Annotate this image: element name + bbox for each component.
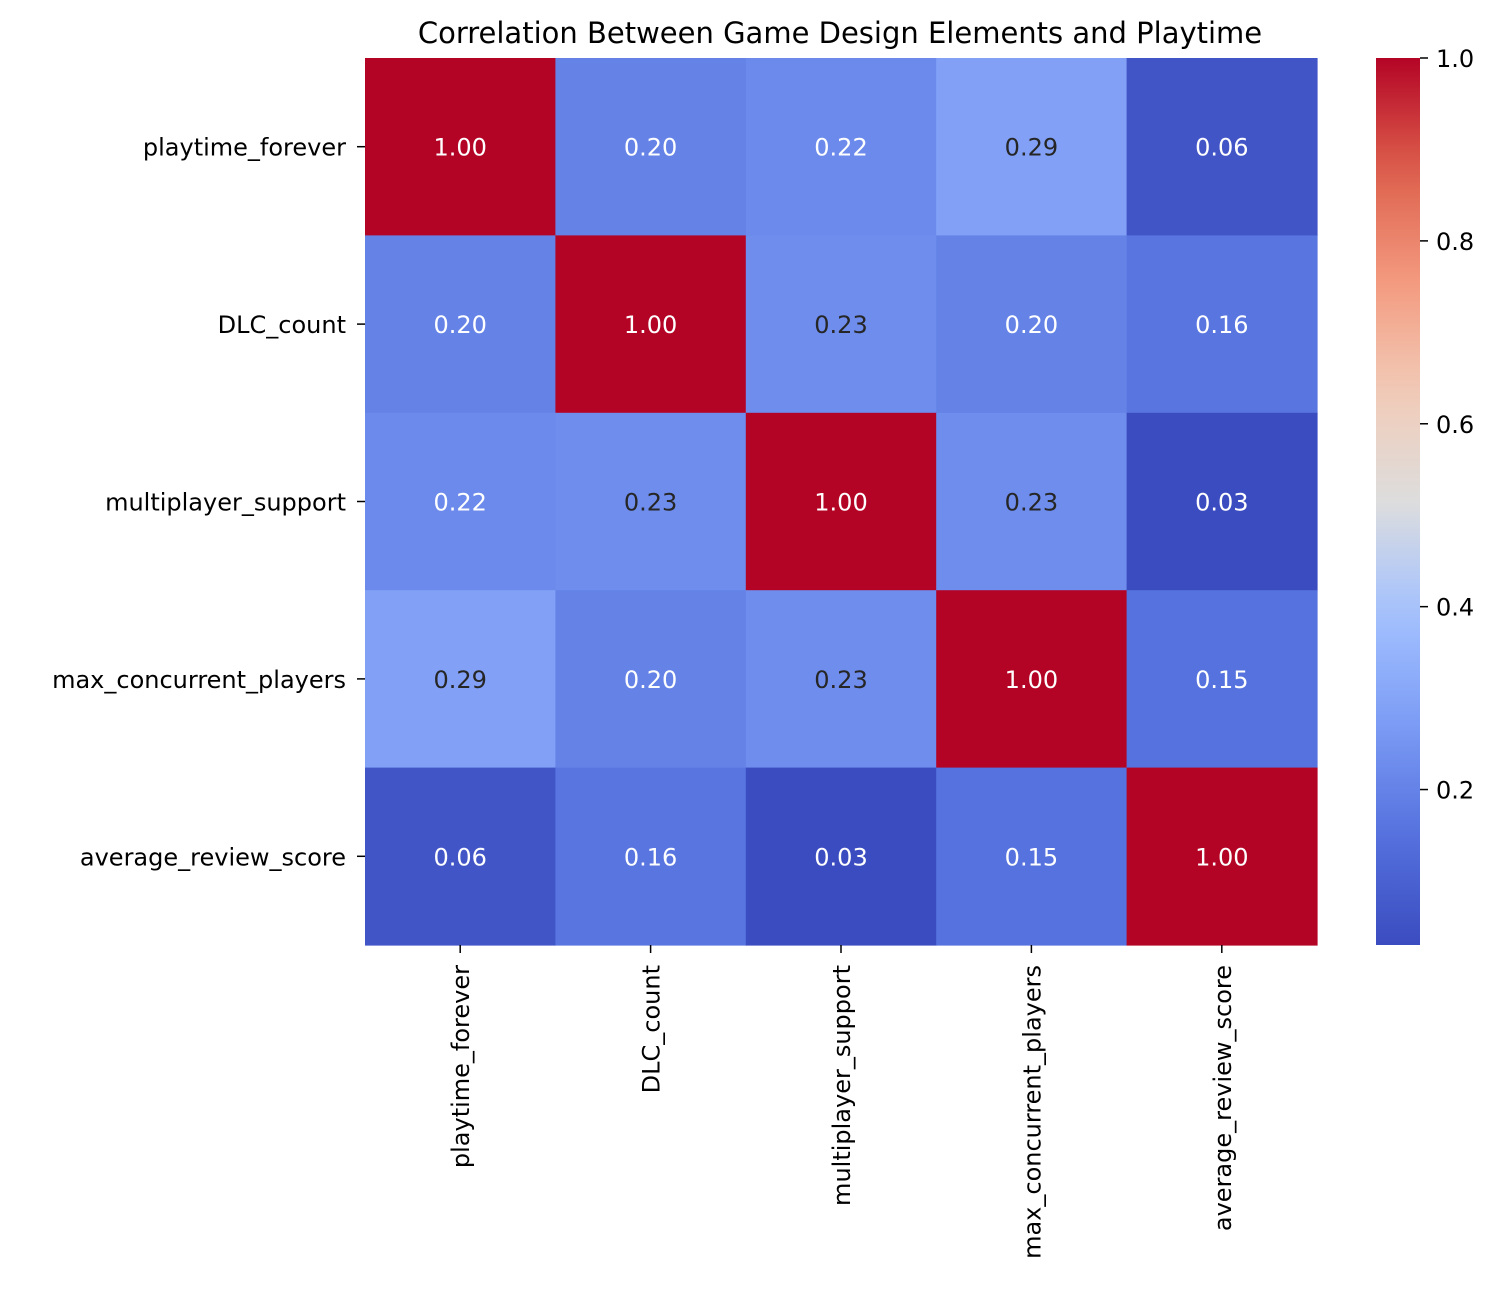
cell-value-label: 0.03 xyxy=(1195,489,1248,517)
cell-value-label: 0.20 xyxy=(624,666,677,694)
y-tick-label: DLC_count xyxy=(218,311,346,339)
heatmap-cell xyxy=(936,58,1128,236)
cell-value-label: 0.06 xyxy=(433,843,486,871)
cell-value-label: 1.00 xyxy=(1005,666,1058,694)
heatmap-cells: 1.00 0.20 0.22 0.29 0.06 0.20 1.00 0.23 0.20 0.16… xyxy=(365,58,1318,946)
y-tick-label: average_review_score xyxy=(80,843,346,871)
heatmap-cell xyxy=(745,767,937,946)
colorbar-tick-label: 1.0 xyxy=(1436,45,1474,73)
colorbar-tick-label: 0.2 xyxy=(1436,777,1474,805)
heatmap-cell xyxy=(365,58,556,236)
cell-value-label: 0.29 xyxy=(1005,134,1058,162)
heatmap-cell xyxy=(936,767,1128,946)
cell-value-label: 0.23 xyxy=(814,311,867,339)
heatmap-cell xyxy=(555,412,747,591)
heatmap-cell xyxy=(745,412,937,591)
cell-value-label: 0.23 xyxy=(624,489,677,517)
heatmap-cell xyxy=(1126,590,1318,769)
heatmap-cell xyxy=(365,235,556,414)
x-tick-label: playtime_forever xyxy=(447,965,475,1168)
heatmap-cell xyxy=(555,590,747,769)
cell-value-label: 0.20 xyxy=(433,311,486,339)
heatmap-cell xyxy=(1126,767,1318,946)
colorbar-gradient xyxy=(1376,58,1420,945)
heatmap-cell xyxy=(365,590,556,769)
cell-value-label: 0.20 xyxy=(1005,311,1058,339)
heatmap-cell xyxy=(745,235,937,414)
cell-value-label: 1.00 xyxy=(624,311,677,339)
heatmap-cell xyxy=(936,235,1128,414)
cell-value-label: 0.20 xyxy=(624,134,677,162)
chart-title: Correlation Between Game Design Elements… xyxy=(418,16,1262,50)
heatmap-cell xyxy=(555,58,747,236)
x-tick-label: DLC_count xyxy=(638,965,666,1093)
cell-value-label: 0.15 xyxy=(1005,843,1058,871)
heatmap-cell xyxy=(936,590,1128,769)
cell-value-label: 0.29 xyxy=(433,666,486,694)
cell-value-label: 0.22 xyxy=(433,489,486,517)
y-tick-label: multiplayer_support xyxy=(105,489,346,517)
heatmap-cell xyxy=(555,767,747,946)
cell-value-label: 0.15 xyxy=(1195,666,1248,694)
cell-value-label: 0.23 xyxy=(1005,489,1058,517)
y-axis-labels: playtime_forever DLC_count multiplayer_sup… xyxy=(52,134,365,871)
y-tick-label: playtime_forever xyxy=(143,134,346,162)
cell-value-label: 0.23 xyxy=(814,666,867,694)
heatmap-cell xyxy=(365,412,556,591)
colorbar: 0.2 0.4 0.6 0.8 1.0 xyxy=(1376,45,1474,945)
heatmap-cell xyxy=(555,235,747,414)
heatmap-cell xyxy=(1126,412,1318,591)
heatmap-cell xyxy=(1126,235,1318,414)
x-tick-label: average_review_score xyxy=(1209,965,1237,1231)
cell-value-label: 0.22 xyxy=(814,134,867,162)
y-tick-label: max_concurrent_players xyxy=(52,666,346,694)
heatmap-cell xyxy=(936,412,1128,591)
cell-value-label: 0.16 xyxy=(1195,311,1248,339)
colorbar-tick-label: 0.6 xyxy=(1436,411,1474,439)
cell-value-label: 0.03 xyxy=(814,843,867,871)
cell-value-label: 1.00 xyxy=(814,489,867,517)
x-axis-labels: playtime_forever DLC_count multiplayer_sup… xyxy=(447,945,1237,1259)
heatmap-cell xyxy=(365,767,556,946)
cell-value-label: 0.16 xyxy=(624,843,677,871)
x-tick-label: multiplayer_support xyxy=(828,965,856,1206)
x-tick-label: max_concurrent_players xyxy=(1018,965,1046,1259)
heatmap-cell xyxy=(1126,58,1318,236)
colorbar-tick-label: 0.4 xyxy=(1436,594,1474,622)
heatmap-cell xyxy=(745,590,937,769)
colorbar-tick-label: 0.8 xyxy=(1436,228,1474,256)
cell-value-label: 0.06 xyxy=(1195,134,1248,162)
cell-value-label: 1.00 xyxy=(1195,843,1248,871)
heatmap-cell xyxy=(745,58,937,236)
cell-value-label: 1.00 xyxy=(433,134,486,162)
